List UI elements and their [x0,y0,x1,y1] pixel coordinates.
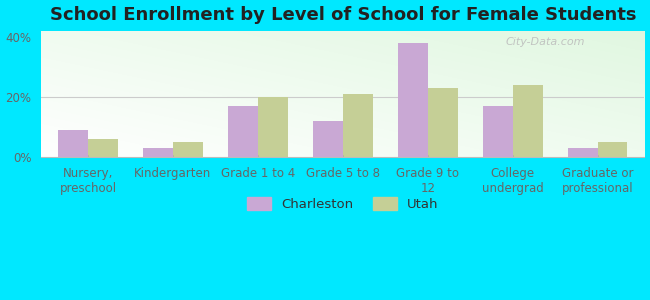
Bar [568,148,598,157]
Bar [58,130,88,157]
Bar [428,88,458,157]
Bar [258,97,288,157]
Title: School Enrollment by Level of School for Female Students: School Enrollment by Level of School for… [49,6,636,24]
Bar [483,106,513,157]
Bar [228,106,258,157]
Bar [513,85,543,157]
Bar [143,148,173,157]
Legend: Charleston, Utah: Charleston, Utah [242,192,444,216]
Bar [173,142,203,157]
Bar [398,43,428,157]
Text: City-Data.com: City-Data.com [506,37,585,47]
Bar [313,121,343,157]
Bar [343,94,372,157]
Bar [598,142,627,157]
Bar [88,139,118,157]
